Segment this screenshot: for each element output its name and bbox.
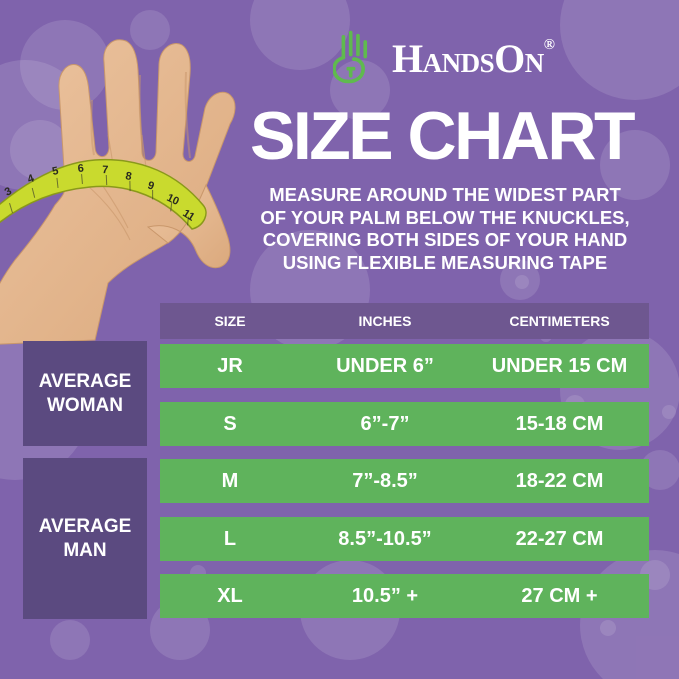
svg-text:7: 7 [102, 164, 109, 176]
svg-text:5: 5 [51, 165, 59, 178]
svg-text:6: 6 [77, 163, 84, 175]
svg-text:3: 3 [3, 185, 14, 198]
